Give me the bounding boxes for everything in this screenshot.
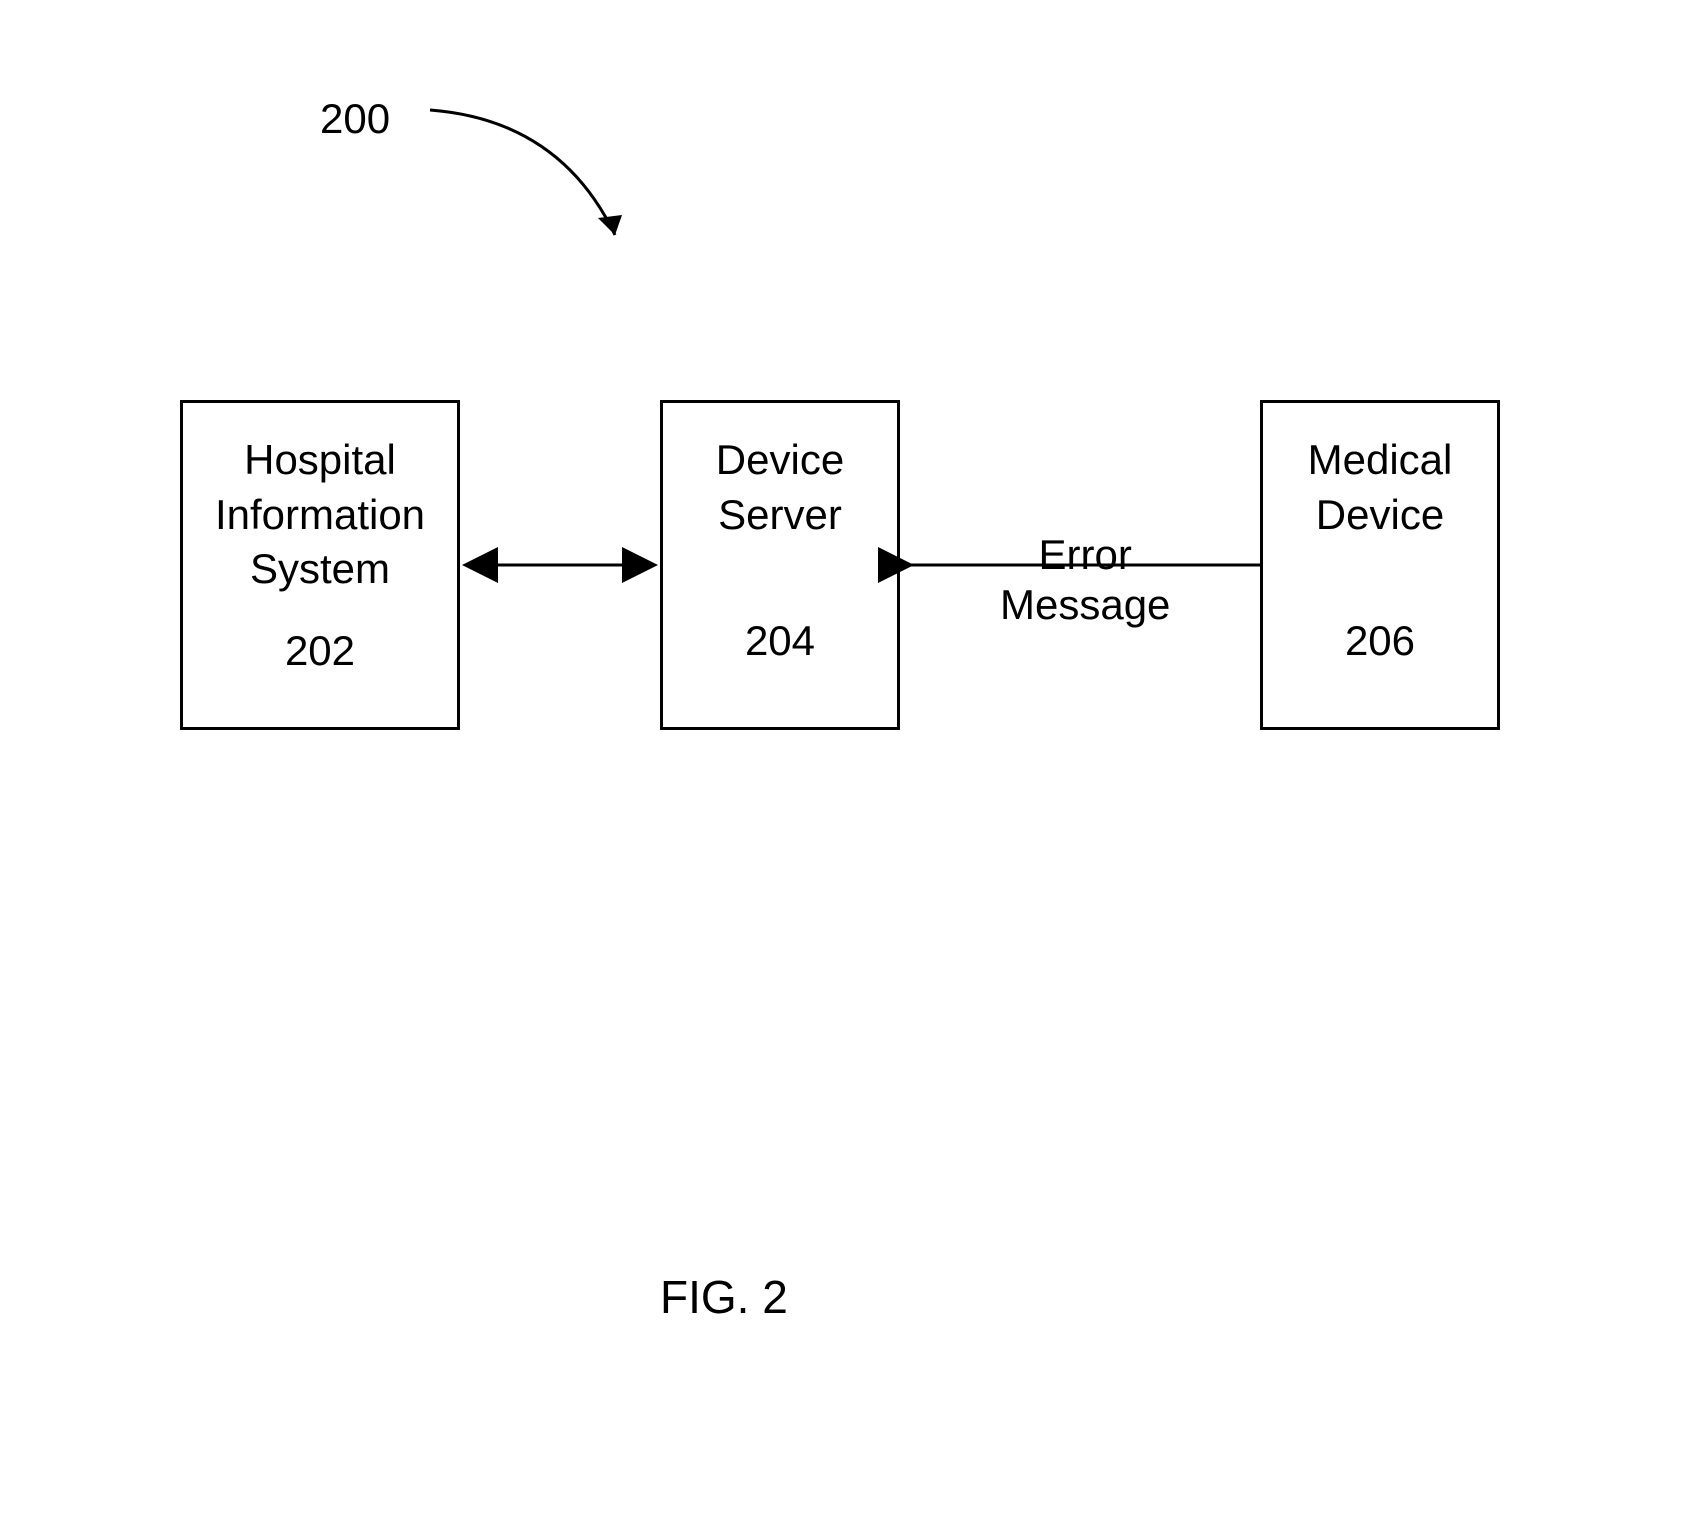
node-device-server: Device Server 204 xyxy=(660,400,900,730)
node-title: Hospital Information System xyxy=(215,433,425,597)
edge-label-error-message: Error Message xyxy=(1000,530,1170,631)
node-id: 206 xyxy=(1345,617,1415,665)
figure-caption: FIG. 2 xyxy=(660,1270,788,1324)
reference-arrow xyxy=(430,110,615,235)
node-id: 204 xyxy=(745,617,815,665)
node-medical-device: Medical Device 206 xyxy=(1260,400,1500,730)
node-title-line2: Device xyxy=(1316,491,1444,538)
node-title-line1: Hospital xyxy=(244,436,396,483)
arrows-overlay xyxy=(0,0,1700,1524)
node-id: 202 xyxy=(285,627,355,675)
reference-arrowhead xyxy=(598,215,622,235)
node-title-line1: Device xyxy=(716,436,844,483)
diagram-container: 200 Hospital Information System 202 Devi… xyxy=(0,0,1700,1524)
node-title: Medical Device xyxy=(1308,433,1453,542)
node-title-line1: Medical xyxy=(1308,436,1453,483)
node-hospital-information-system: Hospital Information System 202 xyxy=(180,400,460,730)
edge-label-line1: Error xyxy=(1039,531,1132,578)
node-title-line3: System xyxy=(250,545,390,592)
reference-number-label: 200 xyxy=(320,95,390,143)
node-title-line2: Server xyxy=(718,491,842,538)
node-title: Device Server xyxy=(716,433,844,542)
node-title-line2: Information xyxy=(215,491,425,538)
edge-label-line2: Message xyxy=(1000,581,1170,628)
